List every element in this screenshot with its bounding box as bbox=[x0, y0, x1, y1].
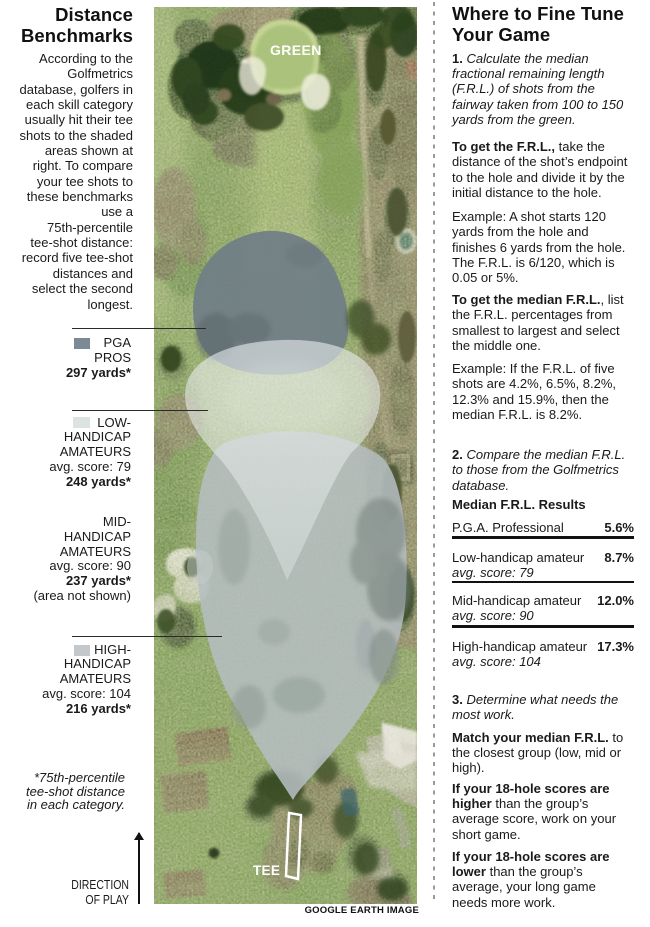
svg-text:GREEN: GREEN bbox=[270, 42, 322, 58]
svg-text:TEE: TEE bbox=[253, 863, 280, 878]
